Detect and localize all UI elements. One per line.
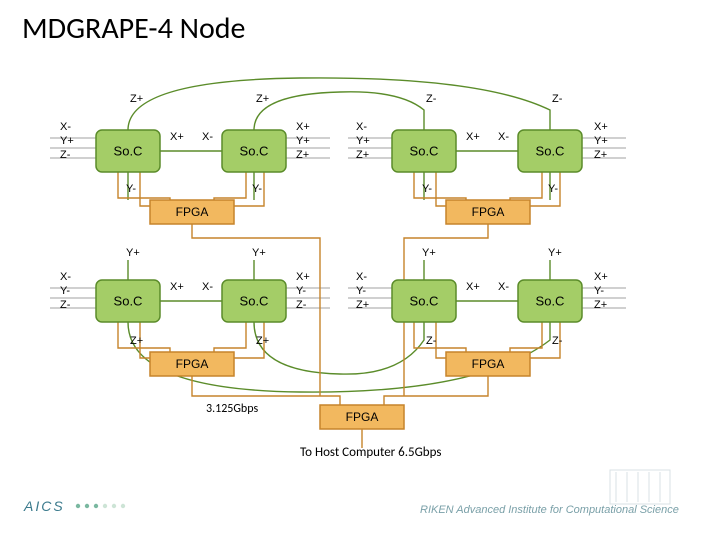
fpga-label: FPGA — [346, 410, 379, 424]
footer-right-text: RIKEN Advanced Institute for Computation… — [420, 504, 679, 516]
port-label: Z- — [60, 299, 71, 311]
port-label: Y- — [296, 285, 306, 297]
wire-interconnect — [254, 322, 424, 374]
port-label: X- — [202, 131, 213, 143]
wire-fpga — [214, 172, 246, 200]
logo-dot — [94, 504, 98, 508]
port-label: Z+ — [256, 93, 269, 105]
port-label: Z- — [552, 335, 563, 347]
port-label: X- — [498, 131, 509, 143]
wire-interconnect — [128, 78, 550, 130]
port-label: Y+ — [594, 135, 608, 147]
port-label: X+ — [594, 271, 608, 283]
fpga-label: FPGA — [472, 205, 505, 219]
rate-label: 3.125Gbps — [206, 402, 258, 416]
port-label: Z+ — [256, 335, 269, 347]
port-label: X+ — [296, 121, 310, 133]
port-label: Z+ — [594, 299, 607, 311]
port-label: Y+ — [252, 247, 266, 259]
wire-fpga — [118, 322, 170, 352]
port-label: Z- — [296, 299, 307, 311]
port-label: X- — [60, 271, 71, 283]
soc-label: So.C — [536, 293, 565, 308]
diagram-canvas: So.C So.C So.C So.C So.C So.C So.C So.C FPGA FPGA… — [0, 0, 720, 540]
port-label: Z+ — [594, 149, 607, 161]
port-label: Z- — [552, 93, 563, 105]
port-label: Z+ — [130, 93, 143, 105]
port-label: Y- — [594, 285, 604, 297]
port-label: X- — [356, 271, 367, 283]
port-label: Y- — [252, 183, 262, 195]
port-label: Z+ — [356, 149, 369, 161]
port-label: X- — [202, 281, 213, 293]
port-label: Z- — [426, 93, 437, 105]
wire-fpga — [384, 376, 488, 405]
port-label: Y- — [422, 183, 432, 195]
wire-fpga — [214, 322, 246, 352]
port-label: X+ — [466, 131, 480, 143]
soc-label: So.C — [536, 143, 565, 158]
fpga-label: FPGA — [176, 205, 209, 219]
wire-fpga — [414, 322, 466, 352]
port-label: Y- — [356, 285, 366, 297]
building-icon — [610, 470, 670, 504]
logo-dot — [76, 504, 80, 508]
wire-fpga — [510, 322, 542, 352]
port-label: Y+ — [356, 135, 370, 147]
port-label: Y- — [60, 285, 70, 297]
port-label: X- — [60, 121, 71, 133]
port-label: Z+ — [296, 149, 309, 161]
soc-label: So.C — [240, 143, 269, 158]
port-label: Z- — [426, 335, 437, 347]
soc-label: So.C — [240, 293, 269, 308]
soc-label: So.C — [410, 143, 439, 158]
port-label: Y- — [126, 183, 136, 195]
soc-label: So.C — [114, 143, 143, 158]
port-label: X+ — [170, 131, 184, 143]
port-label: X+ — [296, 271, 310, 283]
fpga-label: FPGA — [472, 357, 505, 371]
port-label: X+ — [170, 281, 184, 293]
footer-left-logo: AICS — [24, 498, 65, 514]
port-label: Z+ — [130, 335, 143, 347]
logo-dot — [103, 504, 107, 508]
port-label: X+ — [594, 121, 608, 133]
port-label: X- — [498, 281, 509, 293]
host-label: To Host Computer 6.5Gbps — [300, 445, 442, 460]
port-label: Y+ — [548, 247, 562, 259]
wire-interconnect — [254, 92, 424, 130]
port-label: X- — [356, 121, 367, 133]
soc-label: So.C — [410, 293, 439, 308]
logo-dot — [112, 504, 116, 508]
wire-fpga — [510, 172, 542, 200]
soc-label: So.C — [114, 293, 143, 308]
port-label: Z- — [60, 149, 71, 161]
logo-dot — [85, 504, 89, 508]
port-label: Z+ — [356, 299, 369, 311]
fpga-label: FPGA — [176, 357, 209, 371]
port-label: Y+ — [126, 247, 140, 259]
port-label: Y- — [548, 183, 558, 195]
port-label: Y+ — [422, 247, 436, 259]
port-label: Y+ — [60, 135, 74, 147]
port-label: X+ — [466, 281, 480, 293]
port-label: Y+ — [296, 135, 310, 147]
logo-dot — [121, 504, 125, 508]
